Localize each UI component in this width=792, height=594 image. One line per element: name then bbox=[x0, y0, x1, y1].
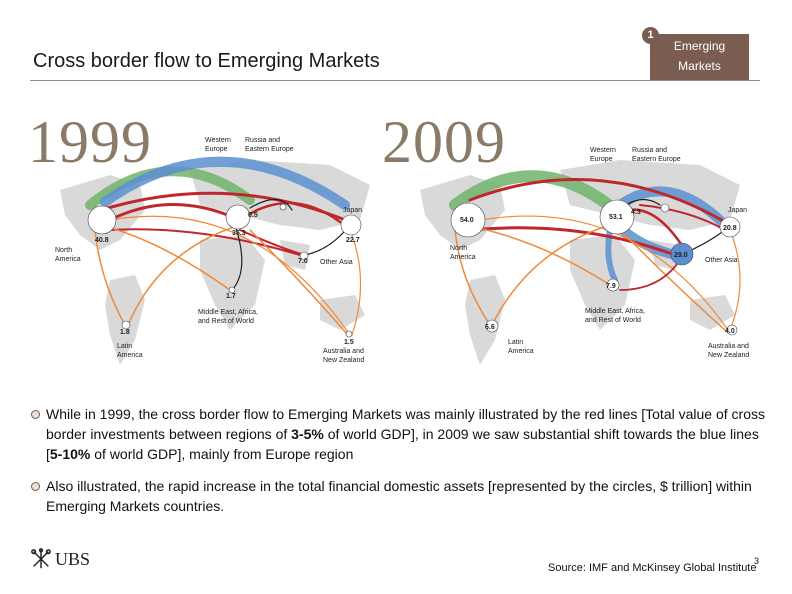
node-other-asia-2009 bbox=[670, 242, 694, 266]
value-western-europe-2009: 53.1 bbox=[609, 214, 623, 221]
slide-title: Cross border flow to Emerging Markets bbox=[33, 50, 380, 72]
label-russia-2009: Russia and bbox=[632, 147, 667, 154]
svg-text:Europe: Europe bbox=[590, 156, 613, 163]
svg-text:New Zealand: New Zealand bbox=[708, 352, 749, 359]
bold-range-1: 3-5% bbox=[291, 426, 324, 442]
label-north-america-2009: North bbox=[450, 245, 467, 252]
value-other-asia-2009: 29.0 bbox=[674, 252, 688, 259]
label-western-europe-2009: Western bbox=[590, 147, 616, 154]
label-australia-2009: Australia and bbox=[708, 343, 749, 350]
label-australia-1999: Australia and bbox=[323, 348, 364, 355]
label-middle-east-2009: Middle East, Africa, bbox=[585, 308, 645, 315]
value-north-america-2009: 54.0 bbox=[460, 217, 474, 224]
label-japan-1999: Japan bbox=[343, 207, 362, 214]
node-middle-east-1999 bbox=[228, 286, 236, 294]
value-latin-america-1999: 1.8 bbox=[120, 329, 130, 336]
year-label-2009: 2009 bbox=[382, 109, 506, 175]
section-badge: Emerging Markets bbox=[650, 34, 749, 80]
node-australia-1999 bbox=[345, 330, 353, 338]
ubs-logo-text: UBS bbox=[55, 549, 91, 569]
value-russia-1999: 0.5 bbox=[248, 212, 258, 219]
node-north-america-2009 bbox=[450, 202, 486, 238]
label-russia-1999: Russia and bbox=[245, 137, 280, 144]
value-north-america-1999: 40.8 bbox=[95, 237, 109, 244]
node-latin-america-1999 bbox=[121, 320, 131, 330]
node-middle-east-2009 bbox=[606, 278, 620, 292]
bullet-item-2: Also illustrated, the rapid increase in … bbox=[30, 476, 770, 516]
title-divider bbox=[30, 80, 760, 81]
ubs-keys-logo-icon bbox=[31, 548, 51, 569]
bold-range-2: 5-10% bbox=[49, 446, 91, 462]
svg-text:and Rest of World: and Rest of World bbox=[585, 317, 641, 324]
node-north-america-1999 bbox=[87, 205, 117, 235]
flows-1999 bbox=[85, 156, 362, 336]
value-other-asia-1999: 7.0 bbox=[298, 258, 308, 265]
node-russia-1999 bbox=[279, 203, 287, 211]
label-latin-america-1999: Latin bbox=[117, 343, 132, 350]
page-number: 3 bbox=[754, 556, 760, 566]
value-japan-2009: 20.8 bbox=[723, 225, 737, 232]
label-other-asia-2009: Other Asia bbox=[705, 257, 738, 264]
value-western-europe-1999: 35.3 bbox=[232, 230, 246, 237]
node-russia-2009 bbox=[660, 203, 670, 213]
svg-text:Eastern Europe: Eastern Europe bbox=[245, 146, 294, 153]
label-western-europe-1999: Western bbox=[205, 137, 231, 144]
svg-text:America: America bbox=[508, 348, 534, 355]
svg-text:America: America bbox=[55, 256, 81, 263]
badge-line-2: Markets bbox=[678, 59, 721, 73]
svg-text:America: America bbox=[117, 352, 143, 359]
svg-text:New Zealand: New Zealand bbox=[323, 357, 364, 364]
bullet-item-1: While in 1999, the cross border flow to … bbox=[30, 404, 770, 464]
label-middle-east-1999: Middle East, Africa, bbox=[198, 309, 258, 316]
node-other-asia-1999 bbox=[299, 251, 309, 261]
bullet-dot-icon bbox=[31, 482, 40, 491]
value-australia-2009: 4.0 bbox=[725, 328, 735, 335]
source-note: Source: IMF and McKinsey Global Institut… bbox=[548, 562, 757, 574]
svg-text:Europe: Europe bbox=[205, 146, 228, 153]
value-australia-1999: 1.5 bbox=[344, 339, 354, 346]
node-japan-2009 bbox=[719, 216, 741, 238]
label-other-asia-1999: Other Asia bbox=[320, 259, 353, 266]
year-label-1999: 1999 bbox=[28, 109, 152, 175]
flow-map-1999: 40.8 35.3 0.5 22.7 7.0 1.7 1.8 1.5 Weste… bbox=[55, 137, 370, 365]
value-middle-east-2009: 7.9 bbox=[606, 283, 616, 290]
label-japan-2009: Japan bbox=[728, 207, 747, 214]
label-latin-america-2009: Latin bbox=[508, 339, 523, 346]
node-japan-1999 bbox=[340, 214, 362, 236]
label-north-america-1999: North bbox=[55, 247, 72, 254]
svg-text:and Rest of World: and Rest of World bbox=[198, 318, 254, 325]
value-japan-1999: 22.7 bbox=[346, 237, 360, 244]
flow-map-2009: 54.0 53.1 4.3 20.8 29.0 7.9 6.6 4.0 West… bbox=[420, 147, 749, 365]
section-number-badge: 1 bbox=[642, 27, 659, 44]
node-australia-2009 bbox=[726, 324, 738, 336]
node-western-europe-2009 bbox=[599, 199, 635, 235]
badge-line-1: Emerging bbox=[673, 39, 726, 53]
svg-text:Eastern Europe: Eastern Europe bbox=[632, 156, 681, 163]
bullet-dot-icon bbox=[31, 410, 40, 419]
value-middle-east-1999: 1.7 bbox=[226, 293, 236, 300]
value-latin-america-2009: 6.6 bbox=[485, 324, 495, 331]
node-latin-america-2009 bbox=[485, 319, 499, 333]
svg-text:America: America bbox=[450, 254, 476, 261]
value-russia-2009: 4.3 bbox=[631, 209, 641, 216]
node-western-europe-1999 bbox=[225, 204, 251, 230]
bullet-list: While in 1999, the cross border flow to … bbox=[30, 404, 770, 528]
